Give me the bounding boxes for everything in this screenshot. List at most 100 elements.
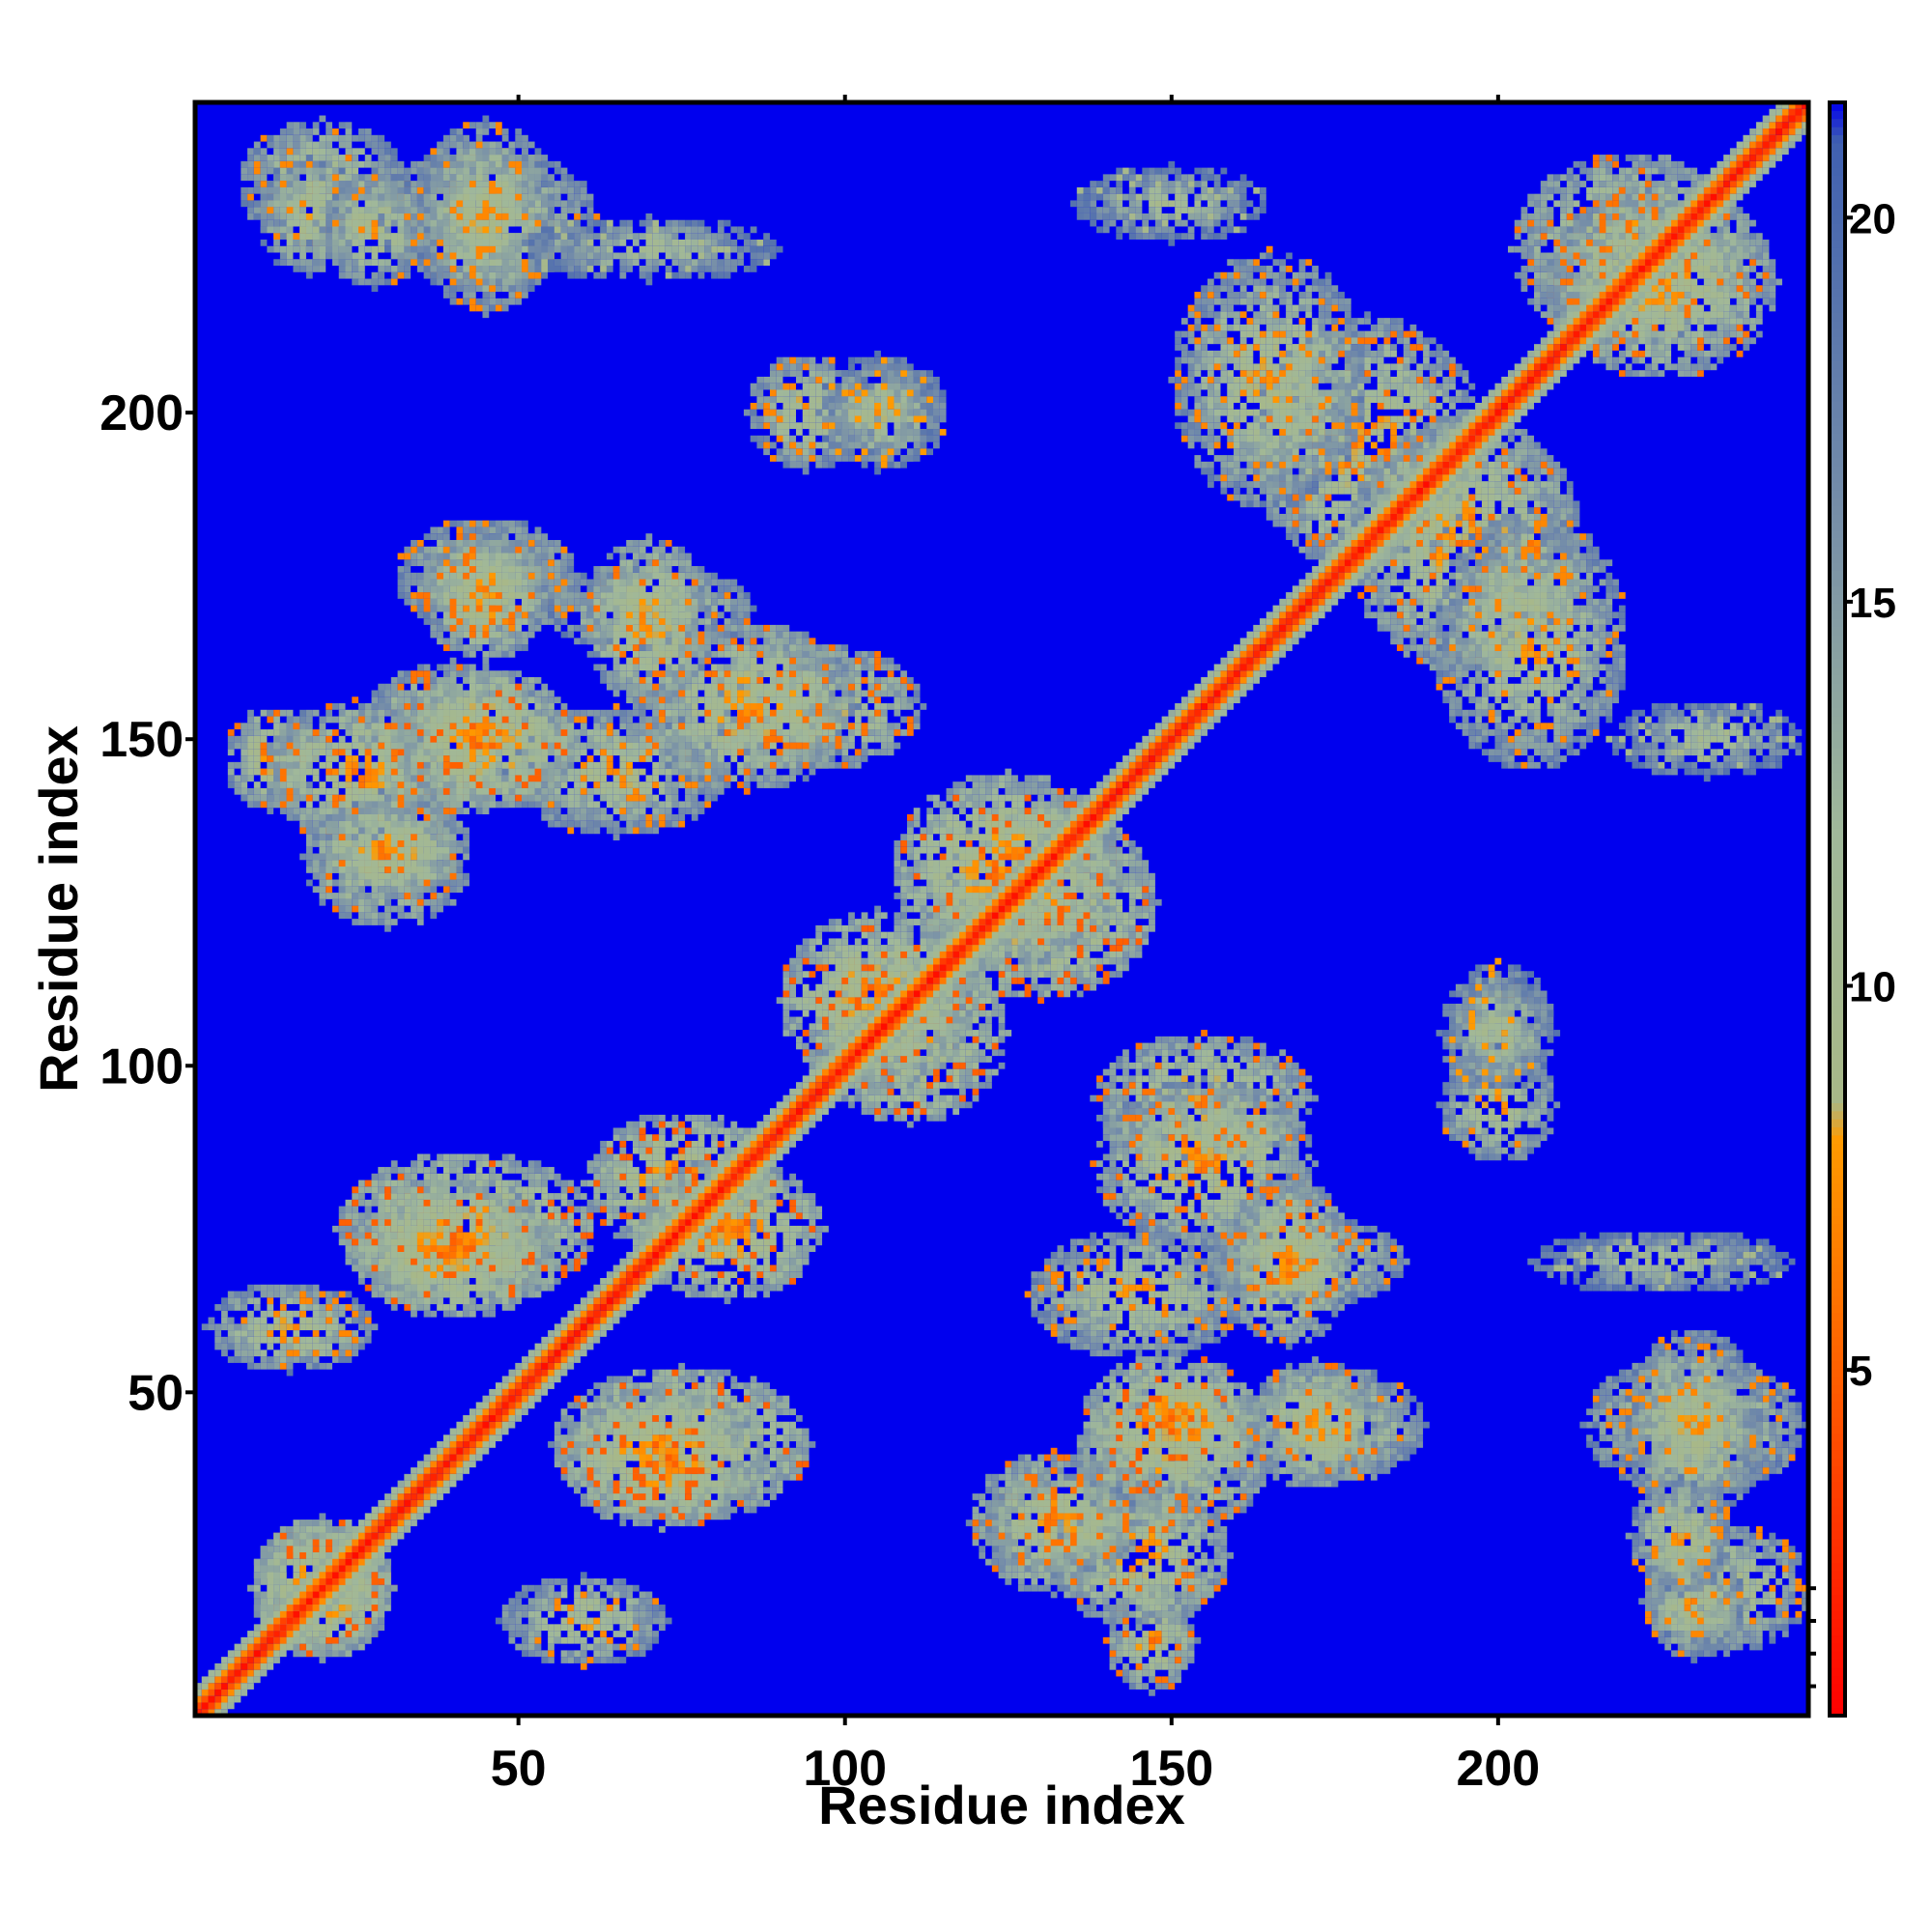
heatmap-cell [548,1167,554,1174]
heatmap-cell [234,723,242,730]
heatmap-cell [331,1317,339,1324]
heatmap-cell [253,1572,261,1579]
heatmap-cell [985,1558,992,1566]
heatmap-cell [352,1297,359,1305]
heatmap-cell [338,1310,346,1318]
heatmap-cell [247,755,254,762]
heatmap-cell [338,1336,346,1344]
heatmap-cell [1357,1369,1365,1377]
heatmap-cell [286,1323,294,1331]
heatmap-cell [371,690,379,697]
heatmap-cell [743,1441,751,1448]
heatmap-cell [371,1219,379,1226]
heatmap-cell [331,1304,339,1311]
heatmap-cell [352,1584,359,1592]
heatmap-cell [260,775,268,782]
heatmap-cell [1076,1435,1084,1442]
heatmap-cell [364,840,372,847]
heatmap-cell [430,1167,438,1174]
heatmap-cell [358,840,365,847]
heatmap-cell [364,742,372,750]
heatmap-cell [384,1186,391,1194]
heatmap-cell [260,1330,268,1337]
heatmap-cell [645,1610,653,1618]
heatmap-cell [508,624,516,632]
heatmap-cell [769,1395,777,1403]
heatmap-cell [541,1193,549,1200]
heatmap-cell [567,1264,575,1272]
heatmap-cell [756,1480,764,1488]
heatmap-cell [364,1636,372,1644]
heatmap-cell [750,1414,757,1422]
heatmap-cell [671,1388,679,1396]
heatmap-cell [489,1291,497,1298]
heatmap-cell [326,1650,332,1658]
heatmap-cell [416,1199,424,1207]
heatmap-cell [358,1232,365,1239]
heatmap-cell [475,1179,483,1187]
heatmap-cell [626,1480,633,1488]
heatmap-cell [1331,1428,1339,1435]
heatmap-cell [600,1657,607,1663]
heatmap-cell [1227,1513,1235,1520]
heatmap-cell [299,1532,306,1540]
heatmap-cell [548,1284,554,1292]
heatmap-cell [345,1212,353,1220]
heatmap-cell [1135,1643,1143,1651]
heatmap-cell [522,1650,528,1658]
heatmap-cell [1122,1487,1129,1494]
heatmap-cell [737,1382,744,1389]
heatmap-cell [475,696,483,704]
heatmap-cell [1135,1435,1143,1442]
heatmap-cell [411,853,417,861]
heatmap-cell [580,1206,587,1213]
heatmap-cell [639,1643,646,1651]
heatmap-cell [214,1343,222,1350]
heatmap-cell [1377,1467,1384,1474]
heatmap-cell [416,898,424,906]
heatmap-cell [619,1657,627,1663]
heatmap-cell [1286,1414,1293,1422]
heatmap-cell [1390,1421,1398,1429]
heatmap-cell [1109,1480,1117,1488]
heatmap-cell [633,1624,639,1632]
heatmap-cell [253,742,261,750]
heatmap-cell [1383,1402,1391,1409]
heatmap-cell [567,1186,575,1194]
heatmap-cell [442,670,450,677]
heatmap-cell [508,520,516,527]
heatmap-cell [691,1493,698,1500]
heatmap-cell [796,1435,803,1442]
heatmap-cell [293,1297,300,1305]
heatmap-cell [580,1251,587,1259]
heatmap-cell [548,566,554,573]
heatmap-cell [378,1173,385,1180]
heatmap-cell [469,1153,476,1161]
heatmap-cell [293,1551,300,1559]
heatmap-cell [626,1591,633,1599]
heatmap-cell [633,1631,639,1637]
heatmap-cell [1175,1617,1181,1625]
heatmap-cell [430,1160,438,1168]
heatmap-cell [331,1617,339,1625]
heatmap-cell [331,860,339,867]
heatmap-cell [1227,1499,1235,1507]
heatmap-cell [1017,1493,1025,1500]
heatmap-cell [541,1179,549,1187]
heatmap-cell [247,742,254,750]
heatmap-cell [606,1584,613,1592]
heatmap-cell [1298,1447,1306,1455]
heatmap-cell [1409,1395,1417,1403]
heatmap-cell [273,1578,280,1585]
heatmap-cell [1017,1513,1025,1520]
heatmap-cell [1239,1454,1247,1462]
heatmap-cell [1149,1617,1155,1625]
heatmap-cell [515,520,523,527]
heatmap-cell [1128,1650,1136,1658]
heatmap-cell [404,579,412,586]
heatmap-cell [671,1369,679,1377]
heatmap-cell [482,1179,490,1187]
heatmap-cell [802,1441,810,1448]
heatmap-cell [227,1323,235,1331]
